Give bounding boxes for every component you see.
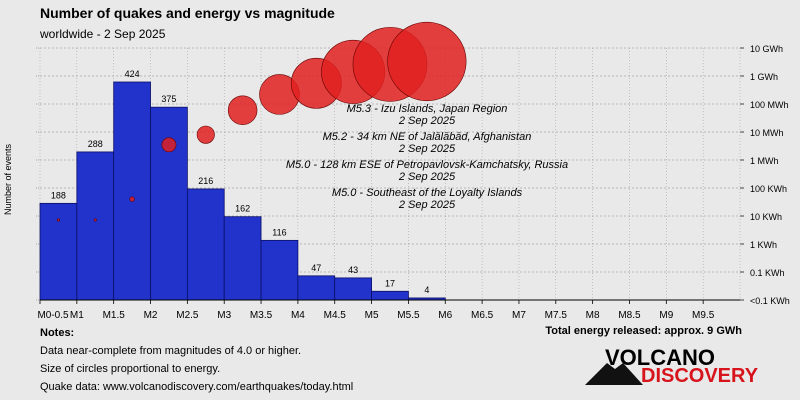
total-energy: Total energy released: approx. 9 GWh [545,325,742,337]
x-tick-label: M2.5 [176,310,199,321]
note-line: Data near-complete from magnitudes of 4.… [40,345,302,357]
x-tick-label: M4.5 [324,310,347,321]
histogram-bar [260,239,299,301]
histogram-bar [186,188,225,301]
note-line: Quake data: www.volcanodiscovery.com/ear… [40,381,354,393]
histogram-bar [297,275,336,301]
annotation-event: M5.2 - 34 km NE of Jalālābād, Afghanista… [323,131,532,143]
right-axis-label: 10 GWh [750,44,783,54]
notes-heading: Notes: [40,327,75,339]
right-axis-label: 10 MWh [750,128,784,138]
x-tick-label: M0-0.5 [37,310,69,321]
x-tick-label: M5.5 [397,310,420,321]
energy-circle [129,196,135,202]
right-axis-label: 100 KWh [750,184,787,194]
histogram-bar [39,202,78,301]
annotation-event: M5.0 - Southeast of the Loyalty Islands [332,187,523,199]
x-tick-label: M1.5 [103,310,126,321]
logo-word-discovery: DISCOVERY [641,365,759,387]
bar-value-label: 4 [424,285,429,295]
bar-value-label: 47 [311,263,321,273]
histogram-bar [371,290,409,301]
chart-title: Number of quakes and energy vs magnitude [40,5,335,21]
x-tick-label: M5 [365,310,379,321]
right-axis-label: 1 MWh [750,156,779,166]
logo-word-volcano: VOLCANO [605,345,715,370]
note-line: Size of circles proportional to energy. [40,363,221,375]
x-tick-label: M7.5 [545,310,568,321]
bar-value-label: 162 [235,204,250,214]
right-axis-label: <0.1 KWh [750,296,790,306]
energy-circle [387,21,467,102]
energy-circle [93,218,97,222]
energy-circle [56,218,60,222]
bar-value-label: 216 [198,176,213,186]
x-tick-label: M8 [586,310,600,321]
right-axis-label: 10 KWh [750,212,782,222]
x-tick-label: M3 [217,310,231,321]
histogram-bar [223,216,262,301]
right-axis-label: 100 MWh [750,100,789,110]
bar-value-label: 375 [161,94,176,104]
chart-subtitle: worldwide - 2 Sep 2025 [40,27,166,41]
x-tick-label: M9.5 [692,310,715,321]
x-tick-label: M7 [512,310,526,321]
histogram-bar [334,277,372,301]
x-tick-label: M4 [291,310,305,321]
x-tick-label: M1 [70,310,84,321]
bar-value-label: 288 [88,139,103,149]
x-tick-label: M8.5 [618,310,641,321]
annotation-event: M5.3 - Izu Islands, Japan Region [347,103,508,115]
annotation-date: 2 Sep 2025 [398,171,456,183]
annotation-event: M5.0 - 128 km ESE of Petropavlovsk-Kamch… [286,159,568,171]
bar-value-label: 424 [125,69,140,79]
annotation-date: 2 Sep 2025 [398,115,456,127]
bar-value-label: 17 [385,278,395,288]
bar-value-label: 43 [348,265,358,275]
bar-value-label: 116 [272,227,286,237]
energy-circle [161,137,177,153]
right-axis-label: 0.1 KWh [750,268,785,278]
x-tick-label: M2 [144,310,158,321]
x-tick-label: M6 [438,310,452,321]
annotation-date: 2 Sep 2025 [398,143,456,155]
x-tick-label: M9 [659,310,673,321]
histogram-bar [113,81,151,301]
volcano-icon [585,363,643,385]
histogram-bar [150,106,188,301]
volcano-discovery-logo: VOLCANO DISCOVERY [585,345,785,390]
x-tick-label: M3.5 [250,310,273,321]
x-tick-label: M6.5 [471,310,494,321]
right-axis-label: 1 KWh [750,240,777,250]
energy-circle [227,95,258,125]
annotation-date: 2 Sep 2025 [398,199,456,211]
energy-circle [196,125,215,144]
histogram-bar [76,151,115,301]
right-axis-label: 1 GWh [750,72,778,82]
notes-block: Notes: Data near-complete from magnitude… [40,324,353,396]
bar-value-label: 188 [51,190,66,200]
